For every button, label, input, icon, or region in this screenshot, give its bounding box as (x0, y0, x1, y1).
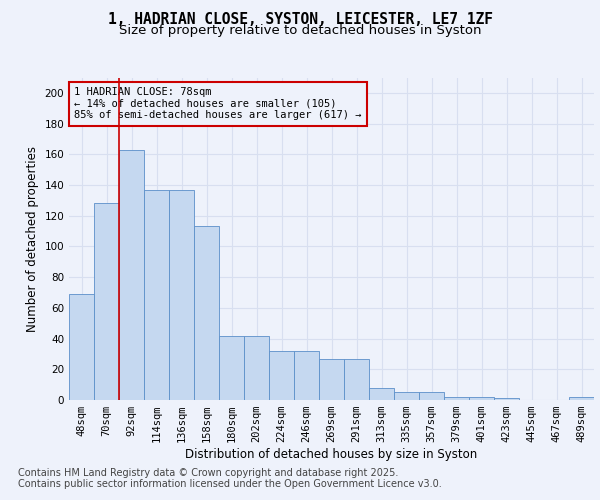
Bar (194, 226, 219, 400)
Bar (269, 351, 294, 400)
Bar (444, 397, 469, 400)
Bar (169, 190, 194, 400)
Bar (94, 204, 119, 400)
Bar (69, 294, 94, 400)
Text: 1, HADRIAN CLOSE, SYSTON, LEICESTER, LE7 1ZF: 1, HADRIAN CLOSE, SYSTON, LEICESTER, LE7… (107, 12, 493, 28)
Bar (494, 398, 519, 400)
Text: Contains HM Land Registry data © Crown copyright and database right 2025.: Contains HM Land Registry data © Crown c… (18, 468, 398, 477)
Y-axis label: Number of detached properties: Number of detached properties (26, 146, 39, 332)
Bar (119, 150, 144, 400)
Text: Size of property relative to detached houses in Syston: Size of property relative to detached ho… (119, 24, 481, 37)
Bar (419, 392, 444, 400)
Text: 1 HADRIAN CLOSE: 78sqm
← 14% of detached houses are smaller (105)
85% of semi-de: 1 HADRIAN CLOSE: 78sqm ← 14% of detached… (74, 87, 362, 120)
Text: Contains public sector information licensed under the Open Government Licence v3: Contains public sector information licen… (18, 479, 442, 489)
Bar (144, 190, 169, 400)
Bar (219, 336, 244, 400)
Bar (319, 358, 344, 400)
Bar (344, 358, 369, 400)
Bar (569, 397, 594, 400)
Bar (369, 388, 394, 400)
Bar (394, 392, 419, 400)
Bar (469, 397, 494, 400)
Bar (244, 336, 269, 400)
Bar (294, 351, 319, 400)
X-axis label: Distribution of detached houses by size in Syston: Distribution of detached houses by size … (185, 448, 478, 461)
